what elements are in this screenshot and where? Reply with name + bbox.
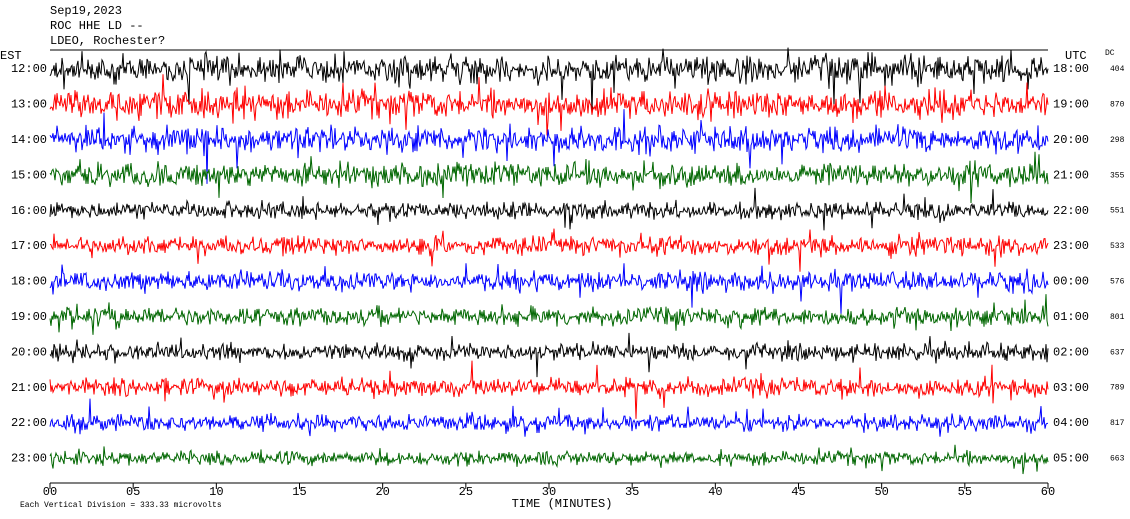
utc-hour-label: 04:00 bbox=[1053, 416, 1089, 430]
x-tick-label: 30 bbox=[542, 485, 556, 499]
x-tick-label: 25 bbox=[459, 485, 473, 499]
trace bbox=[49, 444, 1049, 475]
est-label: EST bbox=[0, 49, 22, 63]
trace bbox=[49, 263, 1049, 314]
utc-hour-label: 00:00 bbox=[1053, 275, 1089, 289]
trace bbox=[49, 360, 1049, 419]
trace bbox=[49, 187, 1049, 231]
utc-hour-label: 21:00 bbox=[1053, 168, 1089, 182]
header-line: Sep19,2023 bbox=[50, 4, 122, 18]
x-tick-label: 50 bbox=[874, 485, 888, 499]
trace bbox=[49, 151, 1049, 204]
utc-hour-label: 18:00 bbox=[1053, 62, 1089, 76]
est-hour-label: 21:00 bbox=[11, 381, 47, 395]
est-hour-label: 12:00 bbox=[11, 62, 47, 76]
trace bbox=[49, 47, 1049, 115]
scale-note: Each Vertical Division = 333.33 microvol… bbox=[20, 501, 222, 510]
trace bbox=[49, 332, 1049, 378]
dc-value: 870 bbox=[1110, 101, 1125, 110]
trace bbox=[49, 398, 1048, 437]
x-tick-label: 05 bbox=[126, 485, 140, 499]
x-tick-label: 10 bbox=[209, 485, 223, 499]
est-hour-label: 16:00 bbox=[11, 204, 47, 218]
trace bbox=[49, 228, 1049, 272]
dc-value: 404 bbox=[1110, 65, 1125, 74]
utc-hour-label: 20:00 bbox=[1053, 133, 1089, 147]
est-hour-label: 17:00 bbox=[11, 239, 47, 253]
utc-hour-label: 23:00 bbox=[1053, 239, 1089, 253]
utc-hour-label: 05:00 bbox=[1053, 452, 1089, 466]
dc-value: 637 bbox=[1110, 348, 1125, 357]
dc-value: 663 bbox=[1110, 455, 1125, 464]
est-hour-label: 15:00 bbox=[11, 168, 47, 182]
dc-label: DC bbox=[1105, 49, 1115, 58]
utc-hour-label: 02:00 bbox=[1053, 345, 1089, 359]
utc-hour-label: 01:00 bbox=[1053, 310, 1089, 324]
dc-value: 789 bbox=[1110, 384, 1125, 393]
trace bbox=[49, 74, 1049, 136]
est-hour-label: 22:00 bbox=[11, 416, 47, 430]
x-tick-label: 45 bbox=[791, 485, 805, 499]
x-tick-label: 60 bbox=[1041, 485, 1055, 499]
x-axis-title: TIME (MINUTES) bbox=[512, 497, 613, 511]
dc-value: 576 bbox=[1110, 278, 1125, 287]
x-tick-label: 15 bbox=[292, 485, 306, 499]
dc-value: 551 bbox=[1110, 207, 1125, 216]
x-tick-label: 20 bbox=[375, 485, 389, 499]
utc-hour-label: 22:00 bbox=[1053, 204, 1089, 218]
x-tick-label: 55 bbox=[958, 485, 972, 499]
est-hour-label: 20:00 bbox=[11, 345, 47, 359]
x-tick-label: 35 bbox=[625, 485, 639, 499]
header-line: LDEO, Rochester? bbox=[50, 34, 165, 48]
header-line: ROC HHE LD -- bbox=[50, 19, 144, 33]
est-hour-label: 19:00 bbox=[11, 310, 47, 324]
est-hour-label: 18:00 bbox=[11, 275, 47, 289]
dc-value: 298 bbox=[1110, 136, 1125, 145]
dc-value: 817 bbox=[1110, 419, 1125, 428]
trace bbox=[49, 109, 1049, 184]
utc-hour-label: 03:00 bbox=[1053, 381, 1089, 395]
utc-hour-label: 19:00 bbox=[1053, 98, 1089, 112]
x-tick-label: 00 bbox=[43, 485, 57, 499]
dc-value: 533 bbox=[1110, 242, 1125, 251]
utc-label: UTC bbox=[1065, 49, 1087, 63]
x-tick-label: 40 bbox=[708, 485, 722, 499]
est-hour-label: 23:00 bbox=[11, 452, 47, 466]
est-hour-label: 14:00 bbox=[11, 133, 47, 147]
dc-value: 801 bbox=[1110, 313, 1125, 322]
est-hour-label: 13:00 bbox=[11, 98, 47, 112]
dc-value: 355 bbox=[1110, 171, 1125, 180]
trace bbox=[49, 294, 1049, 335]
